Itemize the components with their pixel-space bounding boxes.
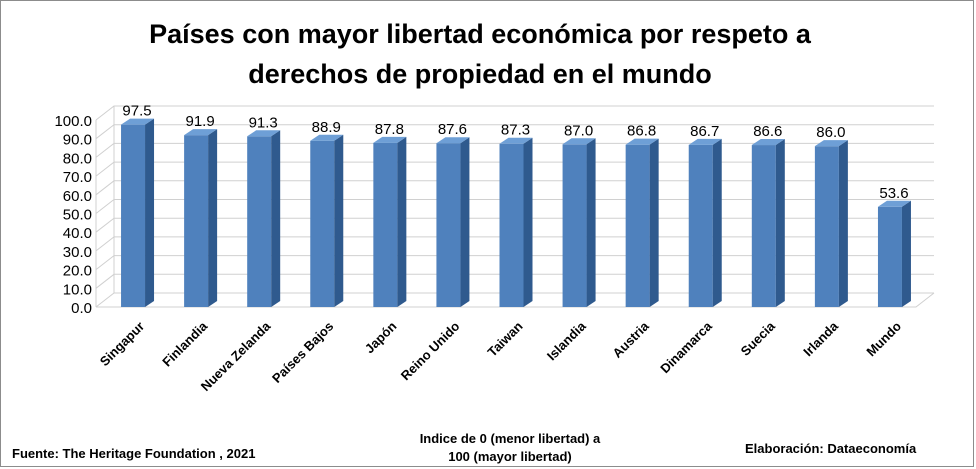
data-label: 87.6 (438, 121, 467, 138)
bar-side (334, 134, 344, 307)
bar-top (247, 130, 281, 137)
bar-top (121, 118, 155, 125)
bar-side (460, 137, 470, 307)
y-tick-label: 10.0 (63, 281, 92, 298)
y-tick-label: 20.0 (63, 263, 92, 280)
bar-top (184, 129, 218, 136)
bar-side (838, 140, 848, 307)
category-label: Austria (609, 318, 652, 361)
category-label: Finlandia (159, 318, 210, 369)
bar-side (208, 129, 218, 307)
credit-note: Elaboración: Dataeconomía (745, 441, 917, 456)
y-tick-label: 30.0 (63, 244, 92, 261)
data-label: 86.8 (627, 123, 656, 140)
category-label: Suecia (738, 318, 779, 359)
y-tick-label: 50.0 (63, 207, 92, 224)
data-label: 87.3 (501, 122, 530, 139)
bar-top (625, 138, 659, 145)
bar-side (712, 138, 722, 307)
category-label: Irlanda (800, 318, 841, 359)
y-tick-label: 0.0 (71, 300, 92, 317)
category-label: Países Bajos (269, 319, 336, 386)
y-tick-label: 70.0 (63, 169, 92, 186)
bar (121, 124, 146, 307)
bar-side (145, 118, 155, 307)
category-label: Islandia (544, 318, 589, 363)
y-tick-label: 60.0 (63, 188, 92, 205)
category-label: Singapur (97, 319, 147, 369)
gridlines (95, 105, 935, 308)
bars (121, 118, 911, 307)
bar-top (373, 136, 407, 143)
bar (688, 144, 713, 307)
floor-edge (96, 292, 935, 308)
bar (247, 136, 272, 307)
data-label: 86.0 (816, 124, 845, 141)
y-tick-label: 100.0 (54, 113, 92, 130)
bar-side (901, 200, 911, 307)
bar (373, 142, 398, 307)
data-label: 87.0 (564, 122, 593, 139)
y-tick-label: 40.0 (63, 225, 92, 242)
category-label: Mundo (863, 318, 904, 359)
bar (184, 135, 209, 307)
data-label: 87.8 (375, 121, 404, 138)
gridline (95, 105, 934, 121)
bar-side (649, 138, 659, 307)
data-label: 86.7 (690, 123, 719, 140)
chart-title: Países con mayor libertad económica por … (149, 19, 811, 89)
data-label: 91.3 (249, 114, 278, 131)
bar-side (523, 137, 533, 307)
data-labels: 97.5 91.9 91.3 88.9 87.8 87.6 87.3 87.0 86.8 86.7… (122, 103, 908, 202)
bar-top (499, 137, 533, 144)
bar (814, 146, 839, 307)
y-tick-label: 90.0 (63, 132, 92, 149)
category-label: Taiwan (485, 318, 526, 359)
data-label: 86.6 (753, 123, 782, 140)
bar-top (814, 140, 848, 147)
data-label: 88.9 (312, 119, 341, 136)
bar-top (562, 138, 596, 145)
data-label: 53.6 (879, 185, 908, 202)
bar (625, 144, 650, 307)
bar-side (586, 138, 596, 307)
category-label: Japón (362, 318, 400, 356)
bar (877, 206, 902, 307)
bar-side (397, 136, 407, 307)
data-label: 97.5 (122, 103, 151, 120)
category-label: Reino Unido (398, 318, 463, 383)
bar-top (688, 138, 722, 145)
bar-top (310, 134, 344, 141)
y-tick-label: 80.0 (63, 150, 92, 167)
bar (310, 140, 335, 307)
bar-side (271, 130, 281, 307)
x-axis-title: Indice de 0 (menor libertad) a 100 (mayo… (419, 431, 601, 464)
bar (751, 145, 776, 307)
y-axis: 0.0 10.020.0 30.0 40.050.0 60.0 70.0 80.090.0 1… (54, 113, 92, 317)
bar-side (775, 139, 785, 307)
bar (436, 143, 461, 307)
bar-top (877, 200, 911, 207)
bar (562, 144, 587, 307)
bar-top (751, 139, 785, 146)
category-label: Dinamarca (657, 318, 715, 376)
data-label: 91.9 (186, 113, 215, 130)
source-note: Fuente: The Heritage Foundation , 2021 (12, 446, 256, 461)
bar (499, 143, 524, 307)
bar-top (436, 137, 470, 144)
